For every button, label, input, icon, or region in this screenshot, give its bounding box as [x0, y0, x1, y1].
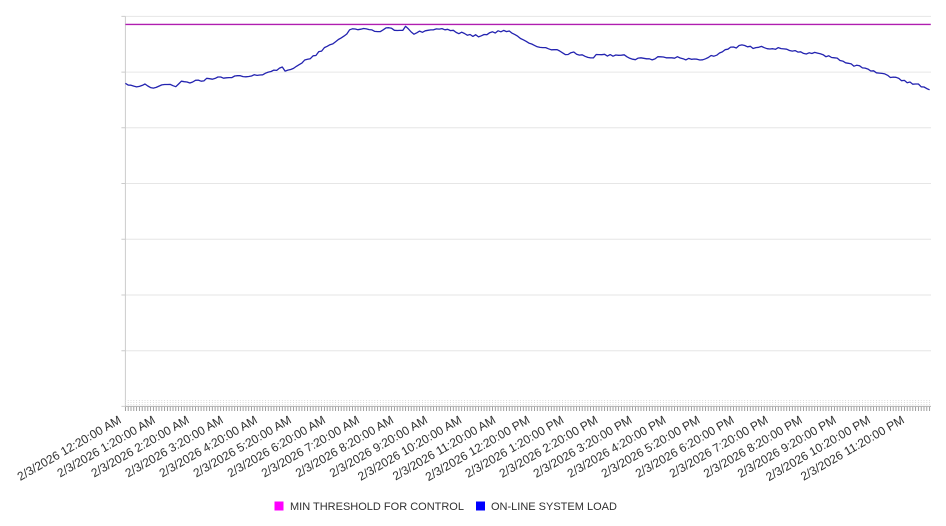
svg-text:ON-LINE SYSTEM LOAD: ON-LINE SYSTEM LOAD — [491, 501, 617, 513]
svg-text:MIN THRESHOLD FOR CONTROL: MIN THRESHOLD FOR CONTROL — [290, 501, 464, 513]
